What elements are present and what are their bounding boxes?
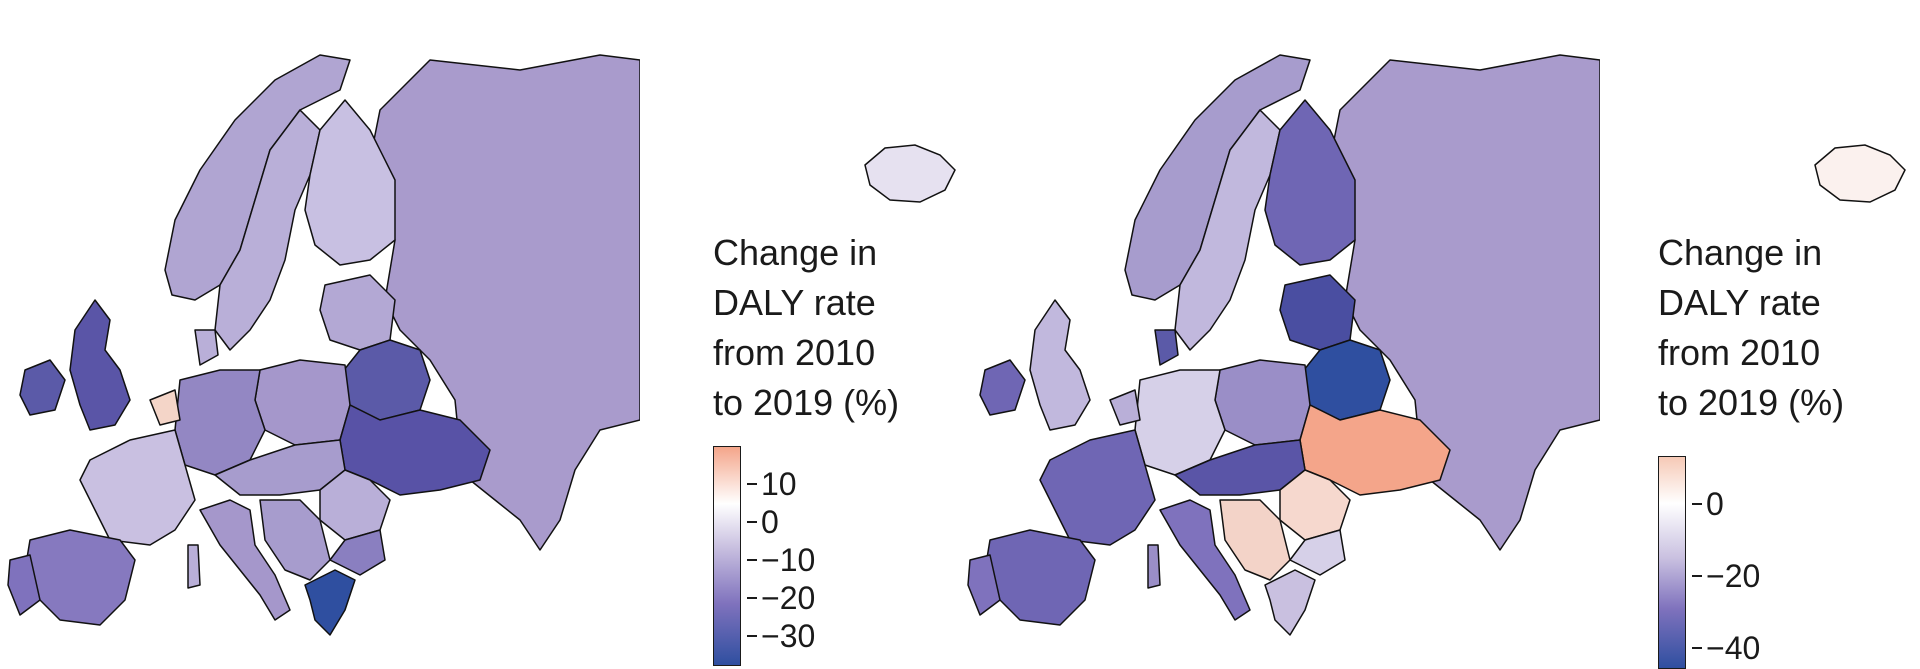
region-finland (1264, 99, 1356, 266)
region-poland (254, 359, 351, 446)
region-denmark (1154, 329, 1179, 366)
color-scale-bar-right (1658, 456, 1686, 669)
region-italy (199, 499, 291, 621)
legend-tick: −20 (1691, 558, 1761, 594)
legend-left: Change in DALY rate from 2010 to 2019 (%… (713, 228, 933, 666)
legend-title-left: Change in DALY rate from 2010 to 2019 (%… (713, 228, 933, 428)
region-baltics (1279, 274, 1356, 351)
europe-map-left (7, 54, 640, 636)
legend-title-line: to 2019 (%) (713, 382, 900, 423)
legend-tick: −20 (746, 580, 816, 616)
region-greece (1264, 569, 1316, 636)
map-panel-left: Change in DALY rate from 2010 to 2019 (%… (7, 54, 956, 666)
region-spain (984, 529, 1096, 626)
legend-tick: −40 (1691, 630, 1761, 666)
iceland-left (864, 144, 956, 203)
legend-title-line: DALY rate (1658, 282, 1821, 323)
region-denmark (194, 329, 219, 366)
region-spain (24, 529, 136, 626)
iceland-right (1814, 144, 1906, 203)
europe-map-right (967, 54, 1600, 636)
region-russia (1329, 54, 1600, 551)
region-sweden (214, 109, 321, 351)
color-scale-bar-left (713, 446, 741, 666)
legend-tick: −10 (746, 542, 816, 578)
legend-title-line: Change in (1658, 232, 1823, 273)
legend-title-line: to 2019 (%) (1658, 382, 1845, 423)
legend-title-line: Change in (713, 232, 878, 273)
region-greece (304, 569, 356, 636)
region-uk (1029, 299, 1091, 431)
region-sardinia (1147, 544, 1161, 589)
region-ireland (19, 359, 66, 416)
legend-title-right: Change in DALY rate from 2010 to 2019 (%… (1658, 228, 1878, 428)
region-uk (69, 299, 131, 431)
legend-title-line: from 2010 (713, 332, 876, 373)
region-france (79, 429, 196, 546)
region-norway (164, 54, 351, 301)
legend-tick: 10 (747, 466, 797, 502)
region-poland (1214, 359, 1311, 446)
region-portugal (967, 554, 1001, 616)
region-norway (1124, 54, 1311, 301)
region-finland (304, 99, 396, 266)
legend-title-line: from 2010 (1658, 332, 1821, 373)
region-romania (319, 469, 391, 541)
region-portugal (7, 554, 41, 616)
legend-tick: 0 (747, 504, 779, 540)
region-balkans (259, 499, 331, 581)
region-sweden (1174, 109, 1281, 351)
legend-tick: 0 (1692, 486, 1724, 522)
region-netherlands (1109, 389, 1141, 426)
region-ireland (979, 359, 1026, 416)
region-balkans (1219, 499, 1291, 581)
map-panel-right: Change in DALY rate from 2010 to 2019 (%… (960, 0, 1920, 669)
region-bulgaria (329, 529, 386, 576)
region-netherlands (149, 389, 181, 426)
region-bulgaria (1289, 529, 1346, 576)
region-italy (1159, 499, 1251, 621)
legend-title-line: DALY rate (713, 282, 876, 323)
region-romania (1279, 469, 1351, 541)
region-baltics (319, 274, 396, 351)
region-russia (369, 54, 640, 551)
legend-right: Change in DALY rate from 2010 to 2019 (%… (1658, 228, 1878, 669)
region-france (1039, 429, 1156, 546)
legend-tick: −30 (746, 618, 816, 654)
region-sardinia (187, 544, 201, 589)
